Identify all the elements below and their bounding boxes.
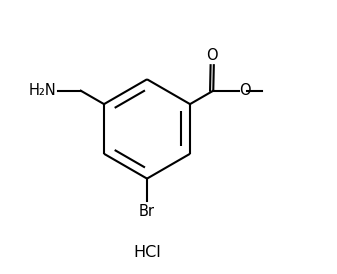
Text: O: O bbox=[206, 48, 218, 63]
Text: Br: Br bbox=[139, 204, 155, 219]
Text: O: O bbox=[240, 83, 251, 98]
Text: HCl: HCl bbox=[133, 245, 161, 260]
Text: H₂N: H₂N bbox=[29, 83, 57, 98]
